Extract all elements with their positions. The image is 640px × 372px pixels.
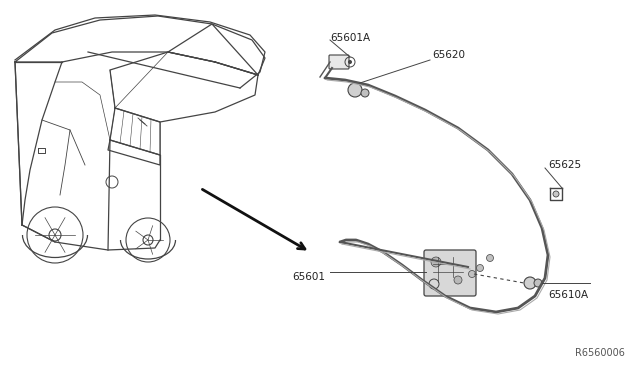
Text: 65601A: 65601A bbox=[330, 33, 370, 43]
Circle shape bbox=[431, 257, 441, 267]
Circle shape bbox=[348, 83, 362, 97]
Text: 65610A: 65610A bbox=[548, 290, 588, 300]
Circle shape bbox=[348, 60, 352, 64]
FancyBboxPatch shape bbox=[424, 250, 476, 296]
Circle shape bbox=[534, 279, 542, 287]
Text: R6560006: R6560006 bbox=[575, 348, 625, 358]
Circle shape bbox=[524, 277, 536, 289]
FancyBboxPatch shape bbox=[329, 55, 349, 69]
Circle shape bbox=[477, 264, 483, 272]
Circle shape bbox=[454, 276, 462, 284]
Text: 65625: 65625 bbox=[548, 160, 581, 170]
Circle shape bbox=[468, 270, 476, 278]
Circle shape bbox=[361, 89, 369, 97]
Text: 65601: 65601 bbox=[292, 272, 325, 282]
Text: 65620: 65620 bbox=[432, 50, 465, 60]
Circle shape bbox=[486, 254, 493, 262]
Circle shape bbox=[553, 191, 559, 197]
